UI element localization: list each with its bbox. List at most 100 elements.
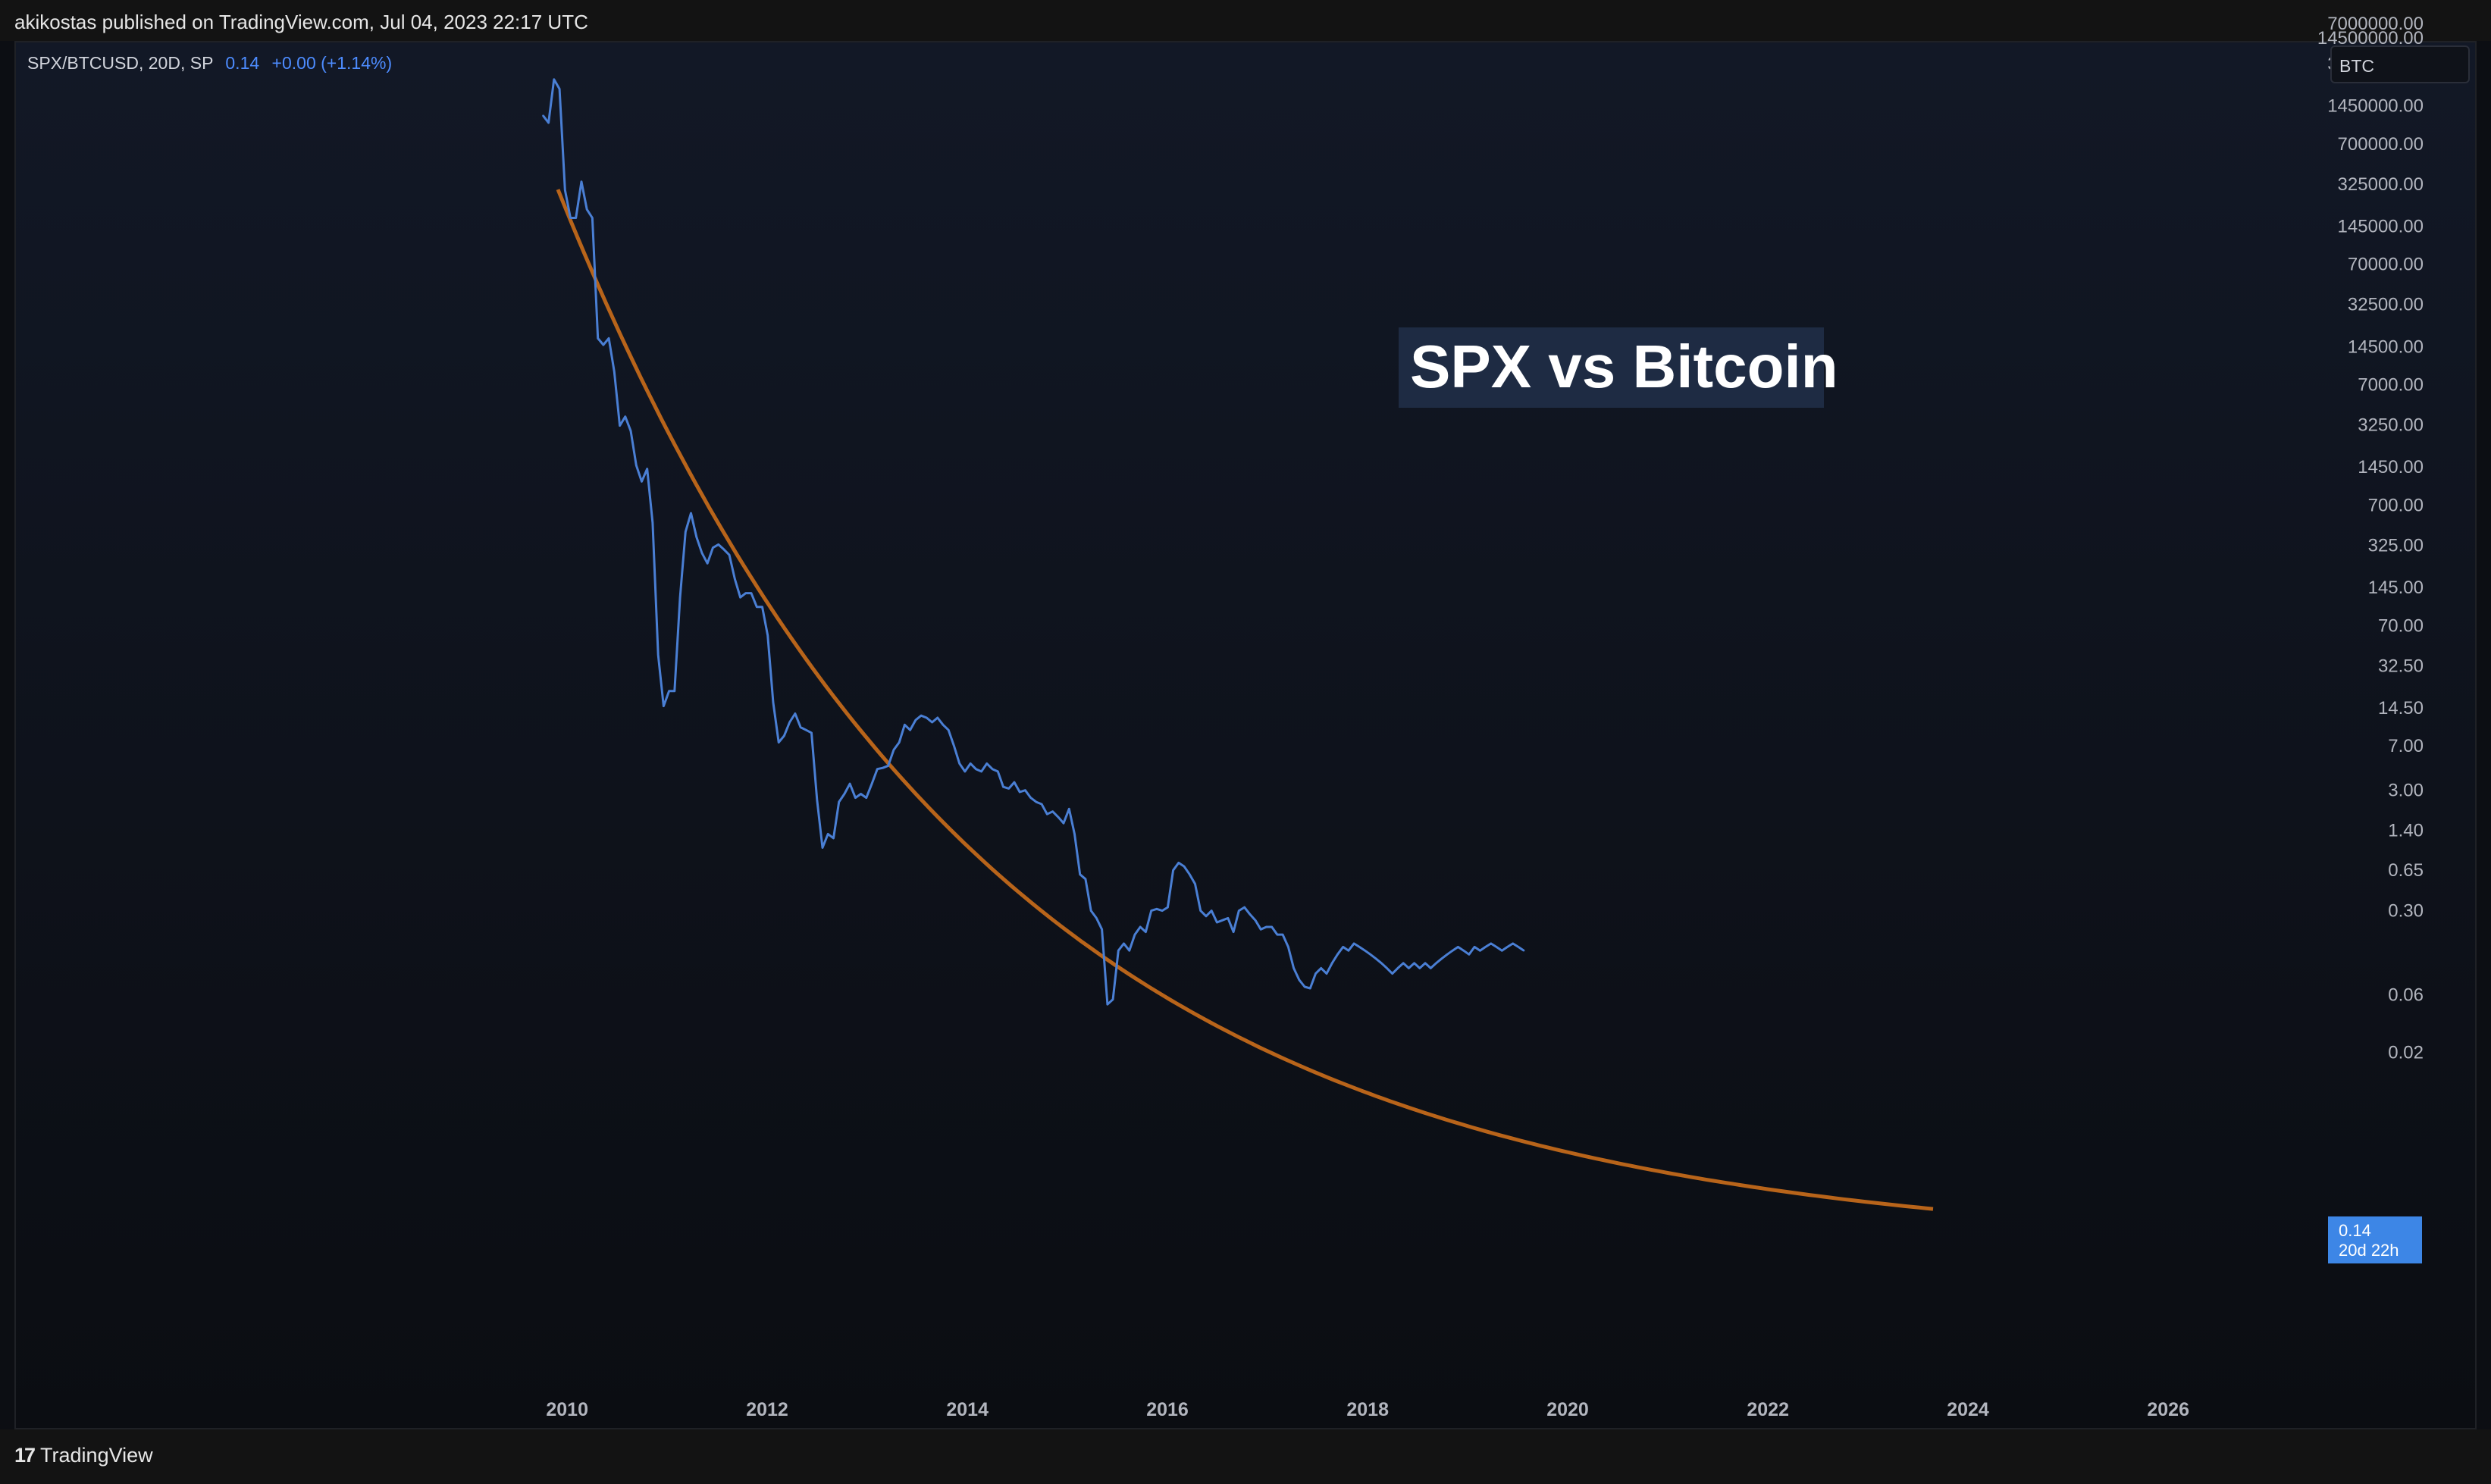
price-point	[1386, 967, 1388, 969]
price-point	[580, 180, 583, 183]
price-point	[1249, 913, 1252, 916]
price-point	[707, 562, 709, 565]
price-point	[629, 430, 632, 432]
price-point	[1145, 931, 1147, 933]
price-point	[931, 721, 933, 724]
legend-symbol: SPX/BTCUSD, 20D, SP	[27, 53, 213, 73]
price-point	[1101, 928, 1103, 931]
price-point	[1430, 967, 1432, 969]
price-point	[1194, 883, 1196, 885]
x-tick-label: 2012	[746, 1399, 788, 1420]
price-point	[1057, 816, 1060, 819]
price-point	[1128, 950, 1131, 952]
publish-header: akikostas published on TradingView.com, …	[0, 0, 2491, 41]
price-point	[1254, 919, 1257, 922]
price-point	[722, 548, 725, 551]
price-point	[619, 424, 621, 427]
y-tick-label: 32.50	[2378, 656, 2424, 676]
currency-label[interactable]: BTC	[2330, 45, 2470, 83]
price-point	[1408, 967, 1410, 969]
price-point	[1501, 950, 1503, 952]
price-point	[1051, 810, 1054, 812]
tradingview-logo-icon: 17	[14, 1444, 36, 1467]
price-point	[597, 337, 599, 340]
price-point	[958, 762, 960, 765]
price-point	[920, 715, 923, 717]
price-point	[1111, 998, 1114, 1000]
y-tick-label: 0.30	[2388, 901, 2424, 922]
y-tick-label: 32500.00	[2348, 295, 2424, 315]
price-point	[673, 690, 675, 692]
price-point	[607, 337, 610, 340]
price-point	[1117, 950, 1120, 952]
price-point	[613, 371, 616, 373]
price-point	[794, 712, 797, 715]
price-point	[766, 634, 769, 637]
price-point	[1271, 925, 1273, 928]
price-point	[1358, 946, 1361, 948]
price-point	[1473, 946, 1476, 948]
price-point	[1199, 909, 1202, 912]
price-point	[1133, 933, 1136, 936]
y-tick-label: 145000.00	[2338, 216, 2424, 236]
price-point	[810, 731, 813, 734]
price-point	[1024, 789, 1026, 791]
price-point	[1523, 950, 1525, 952]
price-point	[1062, 822, 1065, 825]
price-point	[542, 114, 544, 117]
price-point	[980, 770, 982, 773]
y-tick-label: 1.40	[2388, 820, 2424, 841]
price-point	[1232, 931, 1235, 933]
tradingview-logo[interactable]: 17 TradingView	[14, 1444, 153, 1467]
price-point	[860, 793, 862, 795]
price-point	[668, 690, 670, 692]
price-point	[816, 799, 819, 801]
price-point	[586, 208, 588, 211]
y-axis: 14500000.007000000.003250000.001450000.0…	[2317, 14, 2424, 1063]
price-point	[1276, 933, 1279, 936]
price-point	[854, 797, 857, 799]
price-point	[1452, 950, 1454, 952]
price-point	[1495, 946, 1498, 948]
symbol-legend[interactable]: SPX/BTCUSD, 20D, SP 0.14 +0.00 (+1.14%)	[27, 53, 392, 74]
price-point	[1413, 962, 1415, 965]
y-tick-label: 3.00	[2388, 781, 2424, 801]
price-point	[750, 592, 753, 594]
price-point	[936, 716, 939, 719]
price-point	[942, 724, 945, 726]
price-point	[1161, 909, 1164, 912]
price-point	[657, 653, 660, 656]
price-point	[904, 724, 906, 726]
price-point	[1040, 803, 1043, 806]
y-tick-label: 700000.00	[2338, 134, 2424, 155]
price-point	[788, 721, 791, 724]
price-point	[728, 554, 731, 556]
price-point	[1155, 908, 1158, 910]
price-point	[1189, 873, 1191, 875]
x-tick-label: 2014	[946, 1399, 989, 1420]
price-point	[1227, 917, 1230, 919]
price-point	[734, 578, 736, 581]
price-point	[1512, 942, 1514, 945]
price-point	[1374, 957, 1377, 960]
price-point	[1314, 972, 1317, 975]
price-point	[602, 343, 605, 346]
last-price-tag: 0.14 20d 22h	[2328, 1216, 2422, 1263]
price-point	[1435, 962, 1437, 965]
price-point	[1347, 950, 1350, 952]
price-point	[1139, 925, 1142, 928]
price-point	[1309, 987, 1311, 990]
price-point	[1035, 800, 1038, 803]
last-price-value: 0.14	[2339, 1221, 2371, 1240]
price-point	[547, 121, 550, 124]
y-tick-label: 1450000.00	[2327, 96, 2424, 117]
x-tick-label: 2010	[546, 1399, 588, 1420]
price-point	[564, 189, 566, 191]
price-point	[1002, 786, 1004, 788]
chart-panel[interactable]	[14, 41, 2477, 1429]
price-point	[1352, 942, 1355, 945]
price-point	[1418, 967, 1421, 969]
price-point	[690, 512, 692, 515]
y-tick-label: 14.50	[2378, 698, 2424, 719]
